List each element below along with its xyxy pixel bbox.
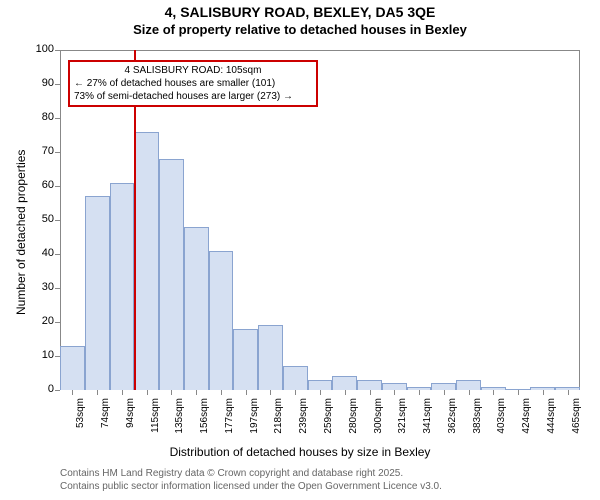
footer-line2: Contains public sector information licen… — [60, 481, 442, 492]
y-tick-label: 80 — [28, 111, 54, 123]
histogram-bar — [159, 159, 184, 390]
y-tick-label: 50 — [28, 213, 54, 225]
histogram-bar — [258, 325, 283, 390]
x-tick-label: 424sqm — [521, 398, 532, 443]
y-tick-label: 30 — [28, 281, 54, 293]
histogram-bar — [85, 196, 110, 390]
y-tick-label: 20 — [28, 315, 54, 327]
annotation-box: 4 SALISBURY ROAD: 105sqm ← 27% of detach… — [68, 60, 318, 107]
x-tick-label: 239sqm — [298, 398, 309, 443]
annotation-line1: 4 SALISBURY ROAD: 105sqm — [74, 64, 312, 77]
histogram-bar — [357, 380, 382, 390]
y-tick-label: 60 — [28, 179, 54, 191]
histogram-bar — [382, 383, 407, 390]
x-tick-label: 465sqm — [571, 398, 582, 443]
x-tick-label: 115sqm — [150, 398, 161, 443]
histogram-bar — [530, 387, 555, 390]
x-tick-label: 300sqm — [373, 398, 384, 443]
y-tick-label: 90 — [28, 77, 54, 89]
y-tick-label: 10 — [28, 349, 54, 361]
histogram-bar — [481, 387, 506, 390]
x-axis-label: Distribution of detached houses by size … — [0, 445, 600, 459]
histogram-bar — [431, 383, 456, 390]
x-tick-label: 321sqm — [397, 398, 408, 443]
x-tick-label: 177sqm — [224, 398, 235, 443]
x-tick-label: 156sqm — [199, 398, 210, 443]
annotation-line3: 73% of semi-detached houses are larger (… — [74, 90, 312, 103]
histogram-bar — [184, 227, 209, 390]
chart-subtitle: Size of property relative to detached ho… — [0, 22, 600, 37]
histogram-bar — [407, 387, 432, 390]
histogram-bar — [60, 346, 85, 390]
histogram-bar — [283, 366, 308, 390]
histogram-bar — [134, 132, 159, 390]
x-tick-label: 341sqm — [422, 398, 433, 443]
histogram-bar — [555, 387, 580, 390]
x-tick-label: 362sqm — [447, 398, 458, 443]
x-tick-label: 444sqm — [546, 398, 557, 443]
y-tick-label: 70 — [28, 145, 54, 157]
histogram-bar — [308, 380, 333, 390]
annotation-line2: ← 27% of detached houses are smaller (10… — [74, 77, 312, 90]
x-tick-label: 197sqm — [249, 398, 260, 443]
x-tick-label: 259sqm — [323, 398, 334, 443]
y-tick-label: 40 — [28, 247, 54, 259]
y-tick-label: 100 — [28, 43, 54, 55]
x-tick-label: 403sqm — [496, 398, 507, 443]
x-tick-label: 74sqm — [100, 398, 111, 443]
x-tick-label: 94sqm — [125, 398, 136, 443]
x-tick-label: 53sqm — [75, 398, 86, 443]
x-tick-label: 135sqm — [174, 398, 185, 443]
histogram-bar — [456, 380, 481, 390]
histogram-bar — [110, 183, 135, 390]
x-tick-label: 280sqm — [348, 398, 359, 443]
histogram-bar — [332, 376, 357, 390]
y-tick-label: 0 — [28, 383, 54, 395]
histogram-bar — [233, 329, 258, 390]
y-axis-label: Number of detached properties — [14, 150, 28, 315]
x-tick-label: 383sqm — [472, 398, 483, 443]
x-tick-label: 218sqm — [273, 398, 284, 443]
chart-title: 4, SALISBURY ROAD, BEXLEY, DA5 3QE — [0, 4, 600, 20]
histogram-bar — [506, 389, 531, 390]
histogram-bar — [209, 251, 234, 390]
footer-line1: Contains HM Land Registry data © Crown c… — [60, 468, 403, 479]
